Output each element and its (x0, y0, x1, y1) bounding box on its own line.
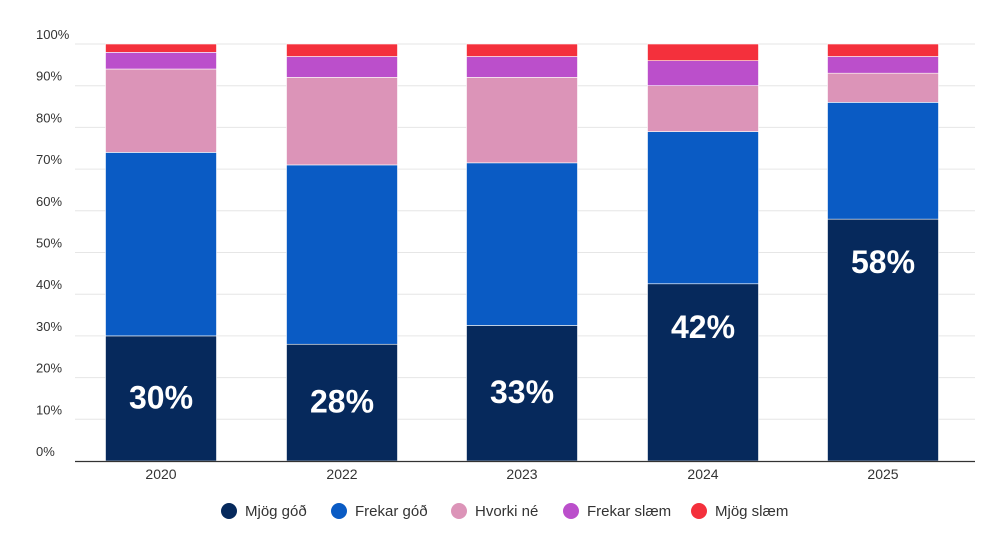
x-tick-label: 2025 (867, 466, 898, 482)
legend-item: Frekar góð (331, 503, 428, 520)
bar-segment (286, 43, 398, 57)
bar-segment (466, 56, 578, 78)
legend-label: Hvorki né (475, 503, 538, 520)
data-label: 58% (851, 244, 915, 280)
y-tick-label: 70% (36, 152, 62, 167)
bar-segment (105, 152, 217, 337)
x-tick-label: 2020 (145, 466, 176, 482)
bar-segment (827, 43, 939, 57)
y-tick-label: 50% (36, 236, 62, 251)
bar-segment (647, 43, 759, 61)
x-tick-label: 2024 (687, 466, 718, 482)
legend-swatch (221, 503, 237, 519)
y-tick-label: 90% (36, 69, 62, 84)
bar-segment (466, 77, 578, 164)
bar-segment (466, 162, 578, 326)
legend: Mjög góð Frekar góð Hvorki né Frekar slæm Mj… (221, 503, 788, 520)
legend-label: Frekar slæm (587, 503, 671, 520)
legend-item: Frekar slæm (563, 503, 671, 520)
y-tick-label: 60% (36, 194, 62, 209)
bar-segment (647, 131, 759, 285)
x-axis-ticks: 2020 2022 2023 2024 2025 (145, 466, 898, 482)
bar-segment (466, 43, 578, 57)
bar-segment (827, 56, 939, 74)
data-label: 28% (310, 384, 374, 420)
bar-segment (286, 77, 398, 166)
y-tick-label: 0% (36, 444, 55, 459)
y-tick-label: 100% (36, 27, 70, 42)
legend-swatch (563, 503, 579, 519)
legend-swatch (451, 503, 467, 519)
bar-segment (647, 283, 759, 462)
data-label: 30% (129, 379, 193, 415)
bar-segment (647, 85, 759, 132)
y-tick-label: 40% (36, 277, 62, 292)
legend-item: Hvorki né (451, 503, 538, 520)
bar-segment (647, 60, 759, 87)
bar-segment (827, 102, 939, 220)
bar-segment (105, 68, 217, 153)
legend-swatch (331, 503, 347, 519)
x-tick-label: 2022 (326, 466, 357, 482)
bar-segment (105, 43, 217, 53)
legend-item: Mjög slæm (691, 503, 788, 520)
y-tick-label: 80% (36, 110, 62, 125)
bar-segment (827, 72, 939, 103)
bar-segment (286, 164, 398, 345)
legend-swatch (691, 503, 707, 519)
y-axis-ticks: 0% 10% 20% 30% 40% 50% 60% 70% 80% 90% 100% (36, 27, 70, 459)
legend-label: Mjög góð (245, 503, 307, 520)
bar-segment (827, 218, 939, 462)
legend-label: Frekar góð (355, 503, 428, 520)
data-labels: 30% 28% 33% 42% 58% (129, 244, 915, 419)
bars (105, 43, 939, 462)
y-tick-label: 10% (36, 402, 62, 417)
bar-segment (286, 56, 398, 78)
bar-segment (105, 52, 217, 70)
data-label: 33% (490, 374, 554, 410)
bar-segment (286, 343, 398, 462)
legend-label: Mjög slæm (715, 503, 788, 520)
y-tick-label: 20% (36, 361, 62, 376)
x-tick-label: 2023 (506, 466, 537, 482)
legend-item: Mjög góð (221, 503, 307, 520)
data-label: 42% (671, 309, 735, 345)
y-tick-label: 30% (36, 319, 62, 334)
